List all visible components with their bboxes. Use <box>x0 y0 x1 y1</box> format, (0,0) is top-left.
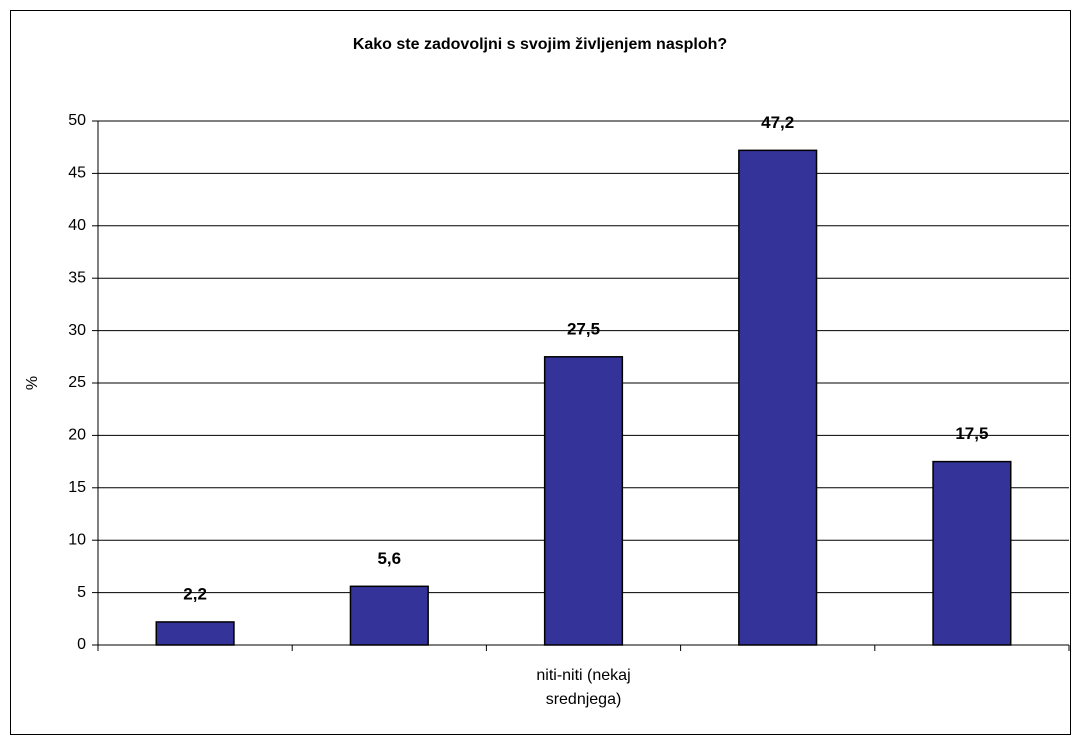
value-label: 47,2 <box>761 113 794 132</box>
y-tick-label: 15 <box>68 479 86 496</box>
x-tick-label: niti-niti (nekaj srednjega) <box>536 667 630 708</box>
value-label: 17,5 <box>955 424 988 443</box>
bar <box>932 460 1012 646</box>
value-label: 2,2 <box>183 584 207 603</box>
y-tick-label: 5 <box>77 584 86 601</box>
x-tick-label-line: srednjega) <box>546 691 622 708</box>
chart-border <box>10 10 1071 735</box>
y-tick-label: 20 <box>68 427 86 444</box>
y-tick-label: 0 <box>77 636 86 653</box>
value-label: 5,6 <box>377 549 401 568</box>
bar <box>155 621 235 646</box>
y-tick-label: 25 <box>68 374 86 391</box>
value-label: 27,5 <box>567 319 600 338</box>
y-tick-label: 10 <box>68 531 86 548</box>
y-tick-label: 40 <box>68 217 86 234</box>
bar <box>543 356 624 646</box>
bar <box>349 585 429 646</box>
chart-title: Kako ste zadovoljni s svojim življenjem … <box>353 36 727 53</box>
y-tick-label: 45 <box>68 165 86 182</box>
y-tick-label: 50 <box>68 112 86 129</box>
bar <box>738 149 818 646</box>
y-axis-label: % <box>24 376 41 390</box>
x-tick-label-line: niti-niti (nekaj <box>536 667 630 684</box>
y-tick-label: 35 <box>68 269 86 286</box>
y-tick-label: 30 <box>68 322 86 339</box>
